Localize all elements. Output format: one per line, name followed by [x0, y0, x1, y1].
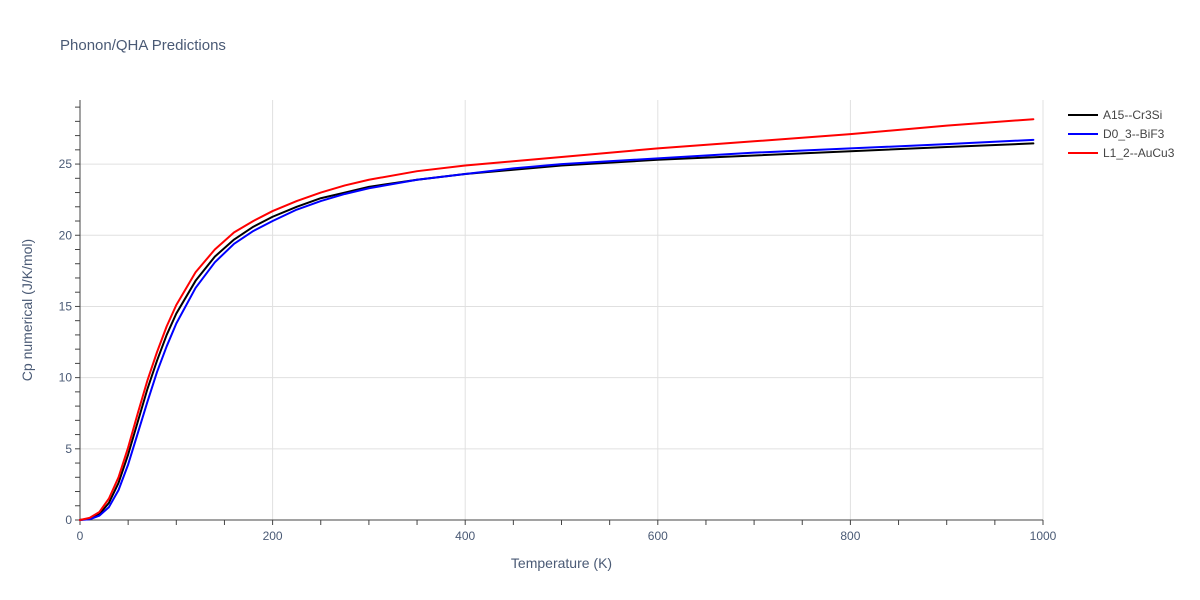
- y-tick-label: 15: [59, 299, 73, 313]
- y-axis-title: Cp numerical (J/K/mol): [19, 239, 35, 381]
- series-line-0: [79, 142, 1035, 521]
- x-tick-label: 0: [77, 529, 84, 543]
- x-tick-label: 600: [648, 529, 668, 543]
- y-tick-label: 10: [59, 371, 73, 385]
- legend-label: L1_2--AuCu3: [1103, 146, 1175, 160]
- chart-title: Phonon/QHA Predictions: [60, 37, 226, 54]
- gridlines: [80, 100, 1044, 520]
- x-tick-label: 200: [263, 529, 283, 543]
- legend-item[interactable]: A15--Cr3Si: [1068, 108, 1162, 122]
- y-tick-label: 5: [65, 442, 72, 456]
- x-tick-label: 1000: [1030, 529, 1057, 543]
- legend: A15--Cr3Si D0_3--BiF3 L1_2--AuCu3: [1068, 108, 1175, 160]
- legend-item[interactable]: L1_2--AuCu3: [1068, 146, 1175, 160]
- y-tick-label: 0: [65, 513, 72, 527]
- x-axis-title: Temperature (K): [511, 555, 612, 571]
- x-tick-label: 800: [840, 529, 860, 543]
- y-tick-label: 25: [59, 157, 73, 171]
- legend-label: D0_3--BiF3: [1103, 127, 1165, 141]
- y-tick-label: 20: [59, 228, 73, 242]
- series-line-2: [79, 118, 1035, 521]
- legend-label: A15--Cr3Si: [1103, 108, 1162, 122]
- x-tick-label: 400: [455, 529, 475, 543]
- series-line-1: [79, 138, 1035, 521]
- legend-item[interactable]: D0_3--BiF3: [1068, 127, 1165, 141]
- plot-area: [79, 118, 1035, 521]
- axes: 0 200 400 600 800 1000 0 5 10 15 20 25: [59, 100, 1057, 543]
